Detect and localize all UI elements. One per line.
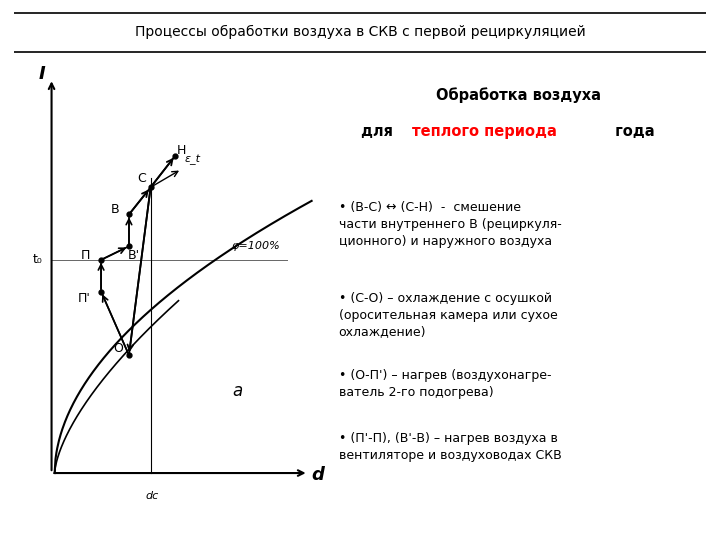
Text: B': B' <box>127 249 140 262</box>
Text: φ=100%: φ=100% <box>231 241 280 251</box>
Text: • (С-О) – охлаждение с осушкой
(оросительная камера или сухое
охлаждение): • (С-О) – охлаждение с осушкой (оросител… <box>338 292 557 339</box>
Text: a: a <box>232 382 243 400</box>
FancyBboxPatch shape <box>11 12 709 52</box>
Text: теплого периода: теплого периода <box>412 124 557 139</box>
Text: П: П <box>81 249 90 262</box>
Text: d: d <box>312 467 325 484</box>
Text: B: B <box>111 204 120 217</box>
Text: П': П' <box>78 292 91 305</box>
Text: t₀: t₀ <box>32 253 42 266</box>
Text: I: I <box>39 65 45 83</box>
Text: • (О-П') – нагрев (воздухонагре-
ватель 2-го подогрева): • (О-П') – нагрев (воздухонагре- ватель … <box>338 369 552 399</box>
Text: H: H <box>177 145 186 158</box>
Text: ε_t: ε_t <box>185 154 201 165</box>
Text: Обработка воздуха: Обработка воздуха <box>436 87 601 103</box>
Text: dс: dс <box>145 491 159 501</box>
Text: • (В-С) ↔ (С-Н)  -  смешение
части внутреннего В (рециркуля-
ционного) и наружно: • (В-С) ↔ (С-Н) - смешение части внутрен… <box>338 201 562 248</box>
Text: C: C <box>137 172 145 185</box>
Text: • (П'-П), (В'-В) – нагрев воздуха в
вентиляторе и воздуховодах СКВ: • (П'-П), (В'-В) – нагрев воздуха в вент… <box>338 432 562 462</box>
Text: Процессы обработки воздуха в СКВ с первой рециркуляцией: Процессы обработки воздуха в СКВ с перво… <box>135 24 585 38</box>
Text: O: O <box>113 342 123 355</box>
Text: года: года <box>610 124 654 139</box>
Text: для: для <box>361 124 398 139</box>
